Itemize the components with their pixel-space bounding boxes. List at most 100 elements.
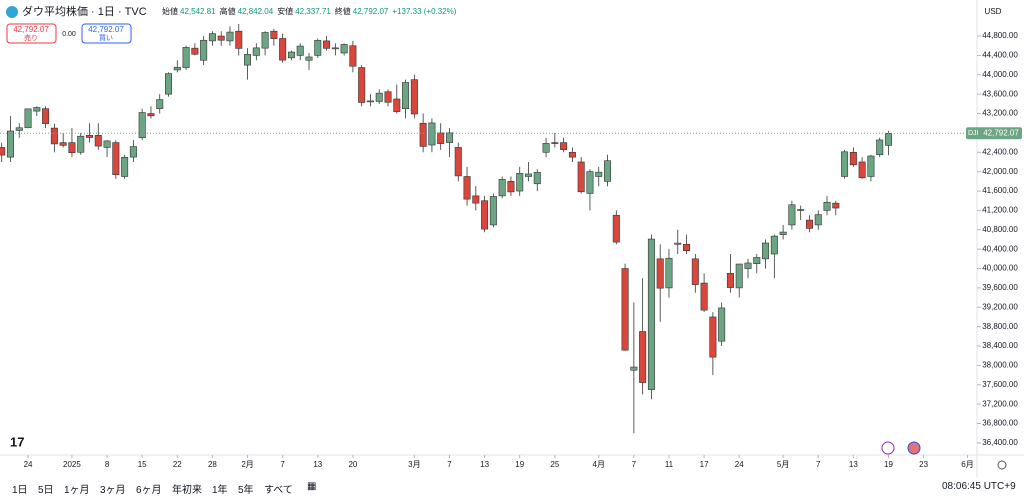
y-tick-label: 38,400.00 (982, 341, 1018, 350)
currency: USD (985, 7, 1002, 16)
candle-body (709, 316, 717, 358)
candle-body (173, 66, 181, 71)
x-tick-label: 8 (105, 460, 110, 469)
candle-body (867, 155, 875, 177)
candle-body (15, 127, 23, 131)
candle-body (208, 33, 216, 42)
y-tick-label: 41,600.00 (982, 186, 1018, 195)
ohlc-legend: 始値 42,542.81 高値 42,842.04 安値 42,337.71 終値 42,79… (162, 6, 457, 16)
candle-body (884, 133, 892, 146)
candle-body (112, 142, 120, 175)
candle-body (191, 47, 199, 55)
y-tick-label: 44,400.00 (982, 51, 1018, 60)
last-price-label: 42,792.07 (983, 128, 1019, 137)
candle-body (876, 139, 884, 156)
candle-body (384, 91, 392, 103)
candle-body (217, 35, 225, 41)
candle-body (129, 146, 137, 158)
candle-body (700, 282, 708, 311)
candle-body (551, 142, 559, 144)
candle-body (103, 140, 111, 148)
candle-body (445, 132, 453, 143)
candle-body (454, 147, 462, 177)
range-button[interactable]: 3ヶ月 (100, 485, 126, 496)
y-tick-label: 42,400.00 (982, 147, 1018, 156)
candle-body (560, 142, 568, 150)
range-button[interactable]: 1日 (12, 485, 28, 496)
candle-body (735, 263, 743, 289)
buy-label: 買い (99, 34, 113, 42)
candle-body (630, 366, 638, 371)
range-button[interactable]: 6ヶ月 (136, 485, 162, 496)
candle-body (68, 142, 76, 153)
y-tick-label: 44,000.00 (982, 70, 1018, 79)
range-button[interactable]: 1年 (212, 485, 228, 496)
candle-body (691, 258, 699, 285)
symbol-title: ダウ平均株価 · 1日 · TVC (22, 4, 147, 18)
candle-body (305, 56, 313, 61)
candle-body (507, 181, 515, 193)
x-tick-label: 13 (480, 460, 489, 469)
candle-body (665, 257, 673, 289)
candle-body (542, 143, 550, 153)
candle-body (779, 231, 787, 235)
y-tick-label: 36,400.00 (982, 438, 1018, 447)
range-button[interactable]: すべて (264, 485, 293, 496)
candle-body (156, 99, 164, 109)
candle-body (261, 32, 269, 49)
candle-body (393, 98, 401, 112)
sell-button[interactable] (6, 23, 57, 44)
candle-body (524, 173, 532, 177)
range-button[interactable]: 年初来 (172, 485, 202, 496)
y-tick-label: 40,400.00 (982, 244, 1018, 253)
sell-price: 42,792.07 (13, 25, 49, 34)
calendar-icon[interactable]: ▦ (307, 481, 317, 492)
candle-body (182, 47, 190, 68)
candle-body (358, 67, 366, 103)
y-tick-label: 39,600.00 (982, 283, 1018, 292)
buy-price: 42,792.07 (88, 25, 124, 34)
candle-body (577, 161, 585, 193)
range-button[interactable]: 1ヶ月 (64, 485, 90, 496)
x-tick-label: 28 (208, 460, 217, 469)
x-tick-label: 24 (24, 460, 33, 469)
x-tick-label: 22 (173, 460, 182, 469)
event-icon[interactable] (881, 441, 895, 455)
range-button[interactable]: 5年 (238, 485, 254, 496)
settings-icon[interactable] (997, 460, 1007, 470)
candle-body (279, 38, 287, 61)
x-tick-label: 17 (700, 460, 709, 469)
x-tick-label: 25 (550, 460, 559, 469)
candle-body (612, 214, 620, 243)
candle-body (314, 40, 322, 56)
candle-body (647, 238, 655, 390)
x-tick-label: 13 (849, 460, 858, 469)
x-tick-label: 19 (515, 460, 524, 469)
candle-body (718, 307, 726, 342)
candle-body (516, 173, 524, 192)
candle-body (656, 258, 664, 289)
flag-icon[interactable] (907, 441, 921, 455)
buy-button[interactable] (81, 23, 132, 44)
candle-body (481, 200, 489, 230)
candle-body (147, 113, 155, 117)
last-price-tag (966, 127, 1022, 140)
range-button[interactable]: 5日 (38, 485, 54, 496)
y-tick-label: 39,200.00 (982, 302, 1018, 311)
x-tick-label: 2025 (63, 460, 81, 469)
candle-body (165, 73, 173, 95)
candle-body (349, 45, 357, 67)
y-tick-label: 43,600.00 (982, 89, 1018, 98)
ohlc-value: 42,842.04 (238, 7, 274, 16)
candle-body (6, 130, 14, 158)
candle-body (489, 196, 497, 226)
ohlc-change: +137.33 (+0.32%) (392, 7, 456, 16)
candle-body (797, 209, 805, 211)
candle-body (200, 39, 208, 61)
ohlc-key: 始値 (162, 6, 178, 16)
candle-body (463, 176, 471, 200)
candle-body (753, 257, 761, 264)
candle-body (568, 151, 576, 158)
y-tick-label: 37,200.00 (982, 399, 1018, 408)
candle-body (375, 92, 383, 102)
